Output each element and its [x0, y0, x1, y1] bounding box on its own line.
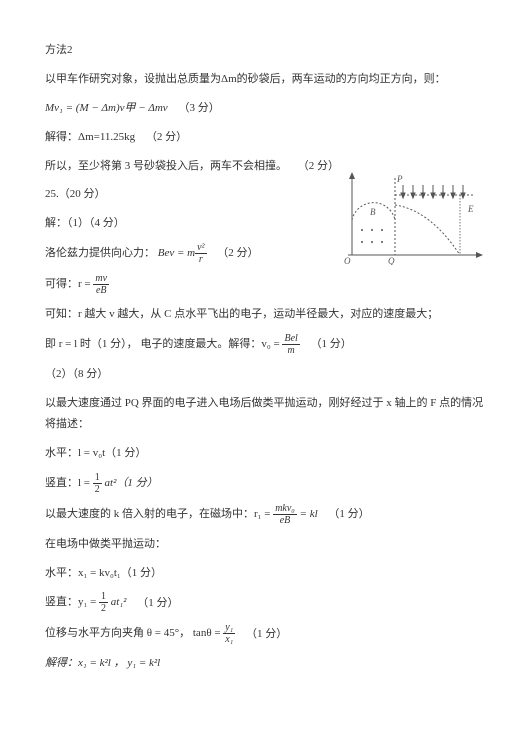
text: 即 r = l 时（1 分）， [45, 338, 138, 350]
points: （2 分） [217, 247, 258, 259]
equation: at²（1 分） [105, 477, 158, 489]
equation-line: 位移与水平方向夹角 θ = 45°， tanθ = y₁x₁ （1 分） [45, 622, 485, 645]
text: tanθ = [193, 628, 221, 640]
points: （1 分） [328, 508, 369, 520]
frac-num: v² [195, 242, 206, 254]
frac-den: 2 [93, 484, 102, 495]
text: 竖直：l = [45, 477, 90, 489]
frac-num: Bel [282, 333, 299, 345]
points: （1 分） [137, 597, 178, 609]
text-line: 可知：r 越大 v 越大，从 C 点水平飞出的电子，运动半径最大，对应的速度最大… [45, 304, 485, 325]
text: 以最大速度的 k 倍入射的电子，在磁场中：r₁ = [45, 508, 270, 520]
frac-den: 2 [99, 603, 108, 614]
equation-line: 可得：r = mveB [45, 273, 485, 296]
frac-den: eB [93, 285, 109, 296]
text: 以甲车作研究对象，设抛出总质量为Δm的砂袋后，两车运动的方向均正方向，则： [45, 73, 446, 85]
points: （3 分） [178, 102, 219, 114]
equation: = kl [300, 508, 318, 520]
method-header: 方法2 [45, 40, 485, 61]
physics-diagram: P E B Q O [340, 170, 485, 265]
frac-num: y₁ [223, 622, 235, 634]
points: （1 分） [311, 338, 352, 350]
frac-num: mkv₀ [273, 503, 297, 515]
text: 水平：x₁ = kv₀t₁（1 分） [45, 567, 162, 579]
frac-den: r [195, 254, 206, 265]
frac-num: mv [93, 273, 109, 285]
points: （2 分） [298, 160, 339, 172]
label-p: P [396, 174, 403, 184]
text-line: 以最大速度通过 PQ 界面的电子进入电场后做类平抛运动，刚好经过于 x 轴上的 … [45, 393, 485, 435]
text: 解得：x₁ = k²l ， y₁ = k²l [45, 657, 160, 669]
text: 位移与水平方向夹角 θ = 45°， [45, 628, 190, 640]
frac-num: 1 [99, 591, 108, 603]
text-line: 以甲车作研究对象，设抛出总质量为Δm的砂袋后，两车运动的方向均正方向，则： [45, 69, 485, 90]
text-line: 在电场中做类平抛运动： [45, 534, 485, 555]
text: 水平：l = v₀t（1 分） [45, 447, 146, 459]
equation-line: 水平：x₁ = kv₀t₁（1 分） [45, 563, 485, 584]
page-content: 方法2 以甲车作研究对象，设抛出总质量为Δm的砂袋后，两车运动的方向均正方向，则… [45, 40, 485, 674]
points: （1 分） [246, 628, 287, 640]
text: 解得：Δm=11.25kg [45, 131, 135, 143]
label-b: B [370, 207, 376, 217]
points: （2 分） [146, 131, 187, 143]
text: 可得：r = [45, 278, 91, 290]
equation: at₁² [111, 597, 127, 609]
equation-line: 竖直：l = 12 at²（1 分） [45, 472, 485, 495]
frac-den: x₁ [223, 634, 235, 645]
label-o: O [344, 256, 351, 265]
equation: Mv₁ = (M − Δm)v甲 − Δmv [45, 102, 168, 114]
part-header: （2）（8 分） [45, 364, 485, 385]
equation-line: 即 r = l 时（1 分）， 电子的速度最大。解得：v₀ = Belm （1 … [45, 333, 485, 356]
frac-den: m [282, 345, 299, 356]
equation-line: Mv₁ = (M − Δm)v甲 − Δmv （3 分） [45, 98, 485, 119]
text: 洛伦兹力提供向心力： [45, 247, 155, 259]
label-e: E [467, 204, 474, 214]
result-line: 解得：x₁ = k²l ， y₁ = k²l [45, 653, 485, 674]
label-q: Q [388, 256, 395, 265]
text: 所以，至少将第 3 号砂袋投入后，两车不会相撞。 [45, 160, 287, 172]
frac-num: 1 [93, 472, 102, 484]
equation-line: 竖直：y₁ = 12 at₁² （1 分） [45, 591, 485, 614]
equation-line: 以最大速度的 k 倍入射的电子，在磁场中：r₁ = mkv₀eB = kl （1… [45, 503, 485, 526]
frac-den: eB [273, 515, 297, 526]
equation-line: 水平：l = v₀t（1 分） [45, 443, 485, 464]
result-line: 解得：Δm=11.25kg （2 分） [45, 127, 485, 148]
equation: Bev = m [158, 247, 195, 259]
text: 电子的速度最大。解得：v₀ = [140, 338, 279, 350]
text: 竖直：y₁ = [45, 597, 96, 609]
